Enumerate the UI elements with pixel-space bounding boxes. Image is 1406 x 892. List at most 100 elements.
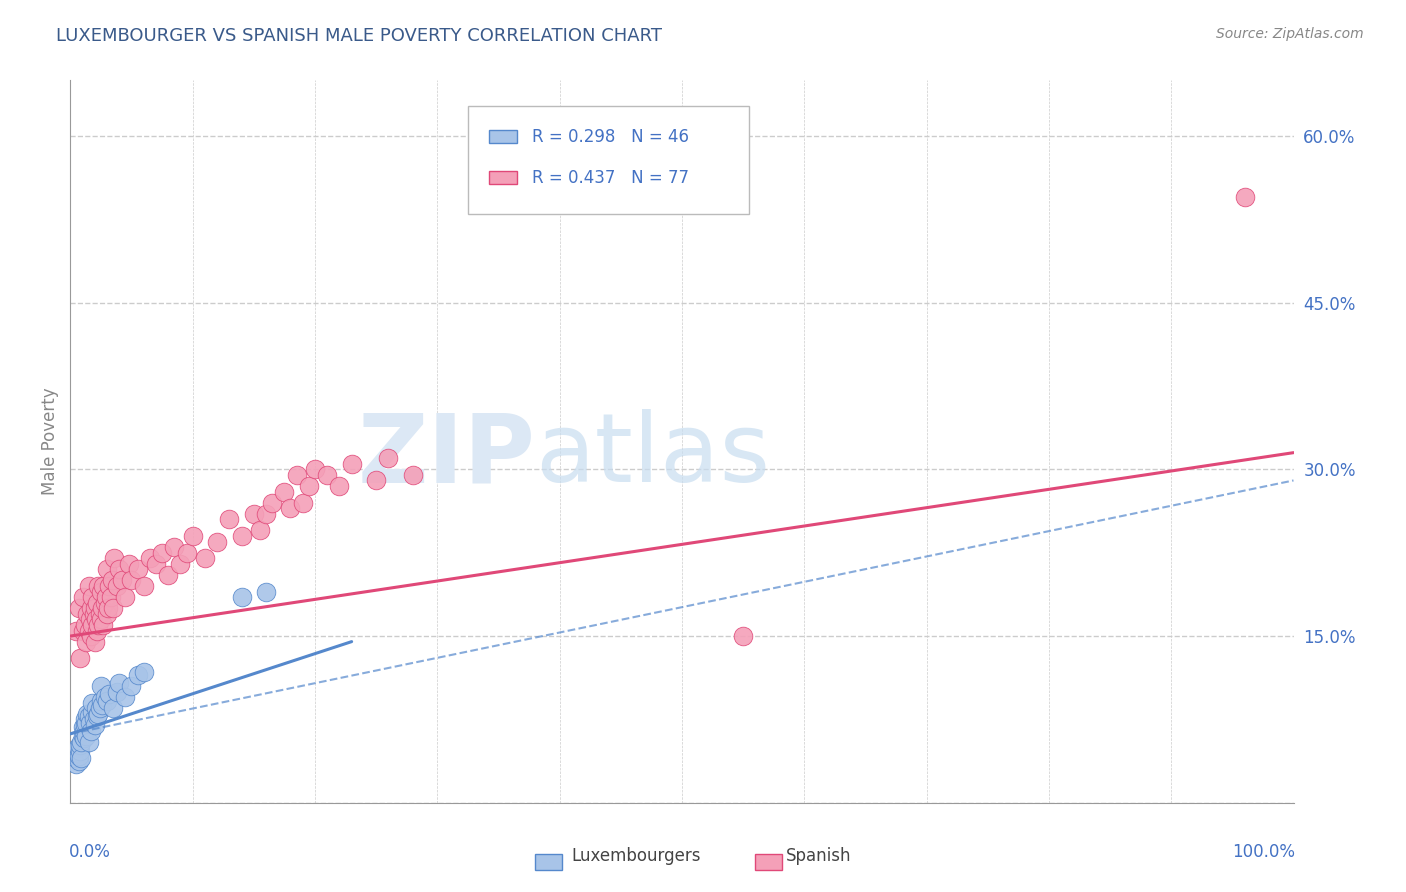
Point bbox=[69, 738, 91, 752]
Point bbox=[108, 675, 131, 690]
Point bbox=[73, 713, 96, 727]
Point bbox=[402, 467, 425, 482]
Text: 0.0%: 0.0% bbox=[69, 843, 111, 861]
Point bbox=[84, 612, 107, 626]
Point bbox=[73, 718, 96, 732]
Point bbox=[79, 715, 101, 730]
Point bbox=[91, 618, 114, 632]
Point bbox=[90, 584, 112, 599]
Point bbox=[82, 705, 104, 719]
Point bbox=[80, 601, 103, 615]
Point bbox=[82, 590, 104, 604]
Text: R = 0.437   N = 77: R = 0.437 N = 77 bbox=[531, 169, 689, 186]
Point bbox=[139, 551, 162, 566]
Point bbox=[101, 574, 124, 588]
Text: atlas: atlas bbox=[536, 409, 770, 502]
Point bbox=[93, 596, 115, 610]
Point bbox=[83, 634, 105, 648]
FancyBboxPatch shape bbox=[755, 855, 782, 870]
Point bbox=[1233, 190, 1256, 204]
Point bbox=[83, 713, 105, 727]
Point bbox=[96, 693, 118, 707]
Point bbox=[90, 679, 112, 693]
Text: LUXEMBOURGER VS SPANISH MALE POVERTY CORRELATION CHART: LUXEMBOURGER VS SPANISH MALE POVERTY COR… bbox=[56, 27, 662, 45]
Point bbox=[100, 590, 122, 604]
Point bbox=[66, 746, 89, 760]
Point bbox=[163, 540, 186, 554]
Point bbox=[291, 496, 314, 510]
Point bbox=[67, 601, 90, 615]
Text: Luxembourgers: Luxembourgers bbox=[572, 847, 702, 864]
Point bbox=[249, 524, 271, 538]
Point bbox=[118, 557, 141, 571]
Point bbox=[84, 701, 107, 715]
Point bbox=[77, 579, 100, 593]
Point bbox=[316, 467, 339, 482]
Point bbox=[69, 651, 91, 665]
Point bbox=[111, 574, 134, 588]
Point bbox=[89, 701, 111, 715]
Point bbox=[82, 696, 104, 710]
Point bbox=[87, 579, 110, 593]
Point bbox=[75, 634, 97, 648]
Point bbox=[114, 590, 136, 604]
Point bbox=[67, 749, 90, 764]
Point bbox=[75, 715, 97, 730]
Point bbox=[127, 562, 149, 576]
Point bbox=[132, 665, 155, 679]
Point bbox=[73, 723, 96, 738]
Point bbox=[75, 729, 97, 743]
Point bbox=[243, 507, 266, 521]
Point bbox=[70, 751, 93, 765]
Point bbox=[91, 601, 114, 615]
Point bbox=[328, 479, 350, 493]
Point bbox=[377, 451, 399, 466]
Point bbox=[94, 590, 117, 604]
Point bbox=[150, 546, 173, 560]
Point bbox=[72, 624, 94, 638]
FancyBboxPatch shape bbox=[489, 171, 517, 185]
Point bbox=[97, 601, 120, 615]
Point bbox=[169, 557, 191, 571]
Point bbox=[77, 709, 100, 723]
Point bbox=[733, 629, 755, 643]
Point bbox=[66, 740, 89, 755]
FancyBboxPatch shape bbox=[536, 855, 562, 870]
Point bbox=[114, 690, 136, 705]
Point bbox=[77, 734, 100, 748]
Point bbox=[273, 484, 295, 499]
Point bbox=[86, 596, 108, 610]
Point bbox=[91, 698, 114, 712]
Point bbox=[83, 607, 105, 621]
Point bbox=[82, 618, 104, 632]
Point bbox=[80, 723, 103, 738]
Point bbox=[157, 568, 180, 582]
Point bbox=[76, 607, 98, 621]
Point bbox=[254, 507, 277, 521]
Text: ZIP: ZIP bbox=[357, 409, 536, 502]
Point bbox=[101, 701, 124, 715]
FancyBboxPatch shape bbox=[468, 105, 749, 214]
Point bbox=[121, 679, 143, 693]
Point bbox=[65, 751, 87, 765]
Point bbox=[145, 557, 167, 571]
Text: Source: ZipAtlas.com: Source: ZipAtlas.com bbox=[1216, 27, 1364, 41]
Point bbox=[121, 574, 143, 588]
Point bbox=[231, 590, 253, 604]
Point bbox=[86, 709, 108, 723]
Point bbox=[91, 579, 114, 593]
Point bbox=[90, 693, 112, 707]
Point bbox=[72, 590, 94, 604]
Point bbox=[127, 668, 149, 682]
FancyBboxPatch shape bbox=[489, 130, 517, 143]
Point bbox=[89, 607, 111, 621]
Point bbox=[105, 684, 128, 698]
Point bbox=[298, 479, 321, 493]
Point bbox=[280, 501, 302, 516]
Text: R = 0.298   N = 46: R = 0.298 N = 46 bbox=[531, 128, 689, 145]
Point bbox=[132, 579, 155, 593]
Point bbox=[65, 624, 87, 638]
Point bbox=[366, 474, 388, 488]
Point bbox=[105, 579, 128, 593]
Point bbox=[90, 612, 112, 626]
